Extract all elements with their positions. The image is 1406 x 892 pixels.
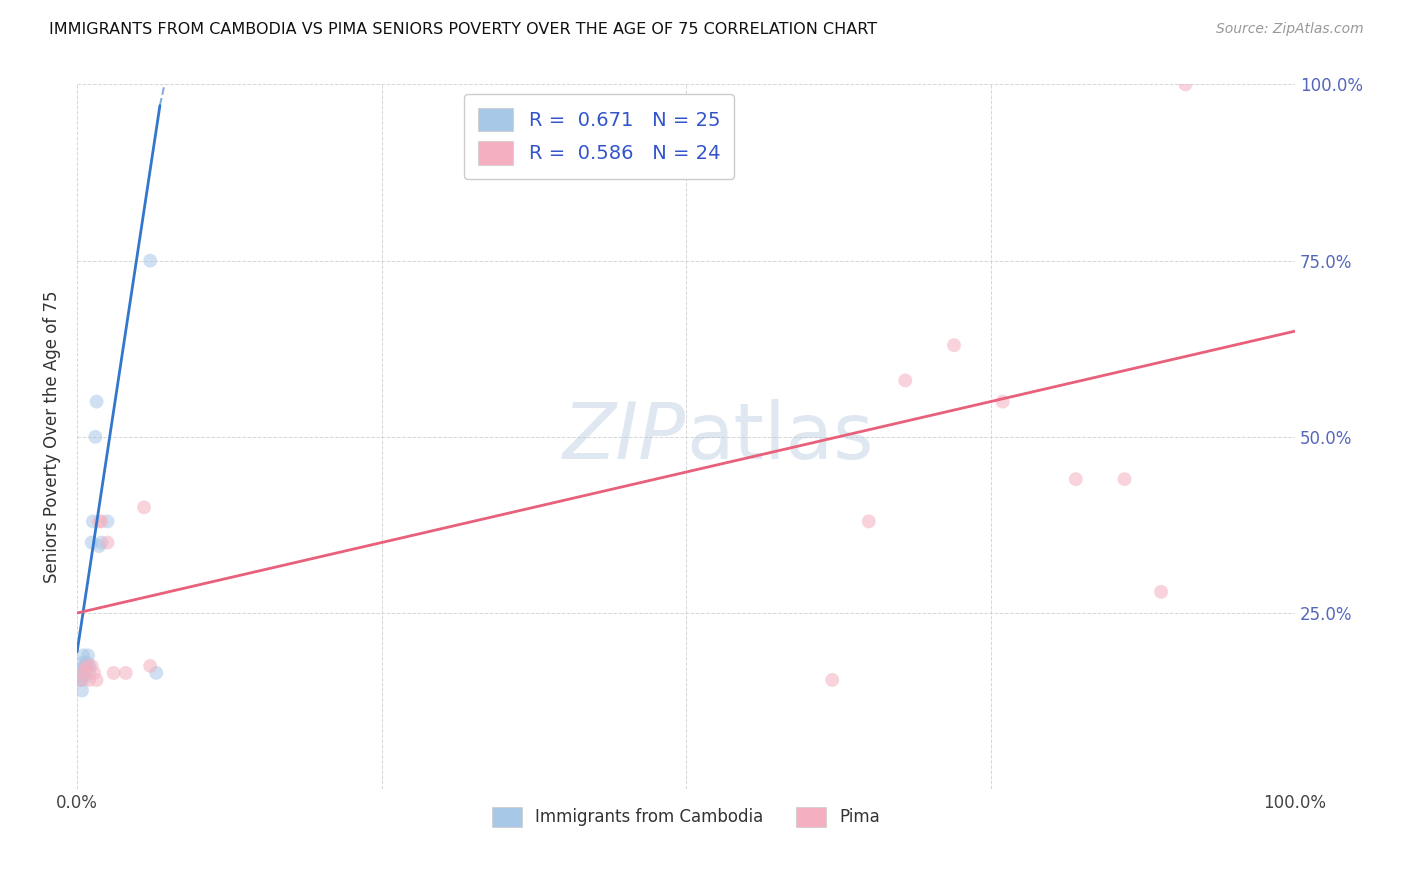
- Point: [72, 673, 94, 687]
- Point: [73, 659, 96, 673]
- Point: [69, 673, 91, 687]
- Point: [90, 515, 112, 529]
- Point: [96, 515, 118, 529]
- Point: [1114, 472, 1136, 486]
- Point: [77, 648, 100, 663]
- Point: [76, 656, 98, 670]
- Point: [75, 662, 97, 676]
- Text: IMMIGRANTS FROM CAMBODIA VS PIMA SENIORS POVERTY OVER THE AGE OF 75 CORRELATION : IMMIGRANTS FROM CAMBODIA VS PIMA SENIORS…: [49, 22, 877, 37]
- Point: [821, 673, 844, 687]
- Point: [894, 374, 917, 388]
- Point: [69, 673, 91, 687]
- Point: [84, 430, 107, 444]
- Point: [83, 665, 105, 680]
- Text: Source: ZipAtlas.com: Source: ZipAtlas.com: [1216, 22, 1364, 37]
- Point: [1174, 78, 1197, 92]
- Point: [80, 535, 103, 549]
- Point: [77, 665, 100, 680]
- Point: [70, 683, 93, 698]
- Point: [72, 662, 94, 676]
- Point: [77, 659, 100, 673]
- Point: [1150, 585, 1173, 599]
- Point: [72, 648, 94, 663]
- Point: [76, 659, 98, 673]
- Point: [87, 539, 110, 553]
- Point: [139, 659, 162, 673]
- Text: ZIP: ZIP: [562, 399, 686, 475]
- Point: [87, 515, 110, 529]
- Point: [73, 665, 96, 680]
- Point: [75, 662, 97, 676]
- Point: [1064, 472, 1087, 486]
- Point: [82, 515, 104, 529]
- Point: [76, 659, 98, 673]
- Point: [70, 669, 93, 683]
- Point: [90, 535, 112, 549]
- Point: [139, 253, 162, 268]
- Point: [858, 515, 880, 529]
- Point: [86, 673, 108, 687]
- Text: atlas: atlas: [686, 399, 873, 475]
- Point: [72, 665, 94, 680]
- Point: [86, 394, 108, 409]
- Point: [80, 659, 103, 673]
- Point: [77, 673, 100, 687]
- Y-axis label: Seniors Poverty Over the Age of 75: Seniors Poverty Over the Age of 75: [44, 291, 60, 583]
- Point: [75, 659, 97, 673]
- Point: [72, 656, 94, 670]
- Point: [991, 394, 1014, 409]
- Point: [114, 665, 136, 680]
- Point: [103, 665, 125, 680]
- Legend: Immigrants from Cambodia, Pima: Immigrants from Cambodia, Pima: [485, 800, 887, 834]
- Point: [145, 665, 167, 680]
- Point: [132, 500, 155, 515]
- Point: [96, 535, 118, 549]
- Point: [943, 338, 966, 352]
